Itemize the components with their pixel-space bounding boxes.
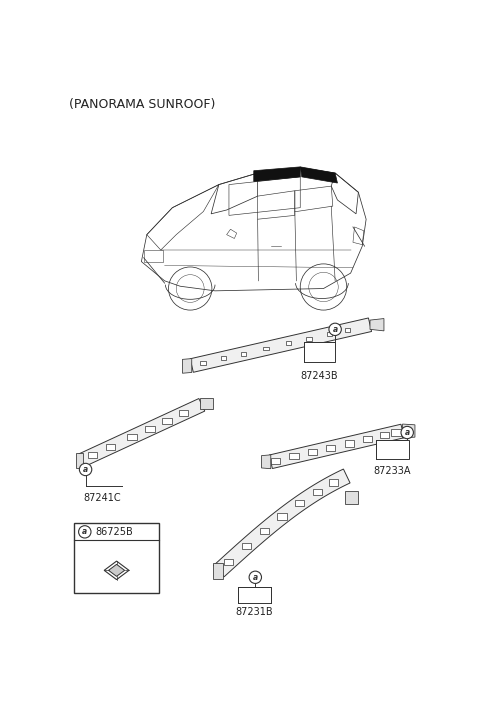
Bar: [144, 250, 163, 262]
Text: (PANORAMA SUNROOF): (PANORAMA SUNROOF): [69, 99, 216, 111]
Circle shape: [79, 526, 91, 538]
Polygon shape: [269, 425, 404, 469]
Polygon shape: [127, 434, 136, 440]
Polygon shape: [262, 455, 271, 469]
Polygon shape: [260, 528, 269, 534]
Polygon shape: [75, 453, 83, 468]
Polygon shape: [308, 449, 317, 455]
Circle shape: [401, 427, 413, 439]
Text: a: a: [405, 428, 410, 437]
Polygon shape: [380, 432, 389, 439]
Polygon shape: [329, 479, 338, 486]
Polygon shape: [200, 398, 213, 410]
Polygon shape: [162, 418, 171, 424]
Polygon shape: [326, 445, 336, 451]
Polygon shape: [277, 513, 287, 520]
Polygon shape: [370, 318, 384, 331]
Polygon shape: [88, 452, 97, 458]
Text: a: a: [333, 325, 338, 334]
Polygon shape: [313, 489, 322, 495]
Polygon shape: [200, 361, 206, 365]
Polygon shape: [403, 424, 415, 438]
Circle shape: [249, 571, 262, 584]
Bar: [304, 342, 335, 362]
Bar: [238, 586, 271, 603]
Bar: [74, 523, 159, 593]
Polygon shape: [108, 565, 125, 577]
Text: a: a: [83, 465, 88, 474]
Polygon shape: [241, 352, 246, 356]
Text: 86725B: 86725B: [96, 527, 133, 537]
Polygon shape: [79, 398, 205, 467]
Polygon shape: [289, 453, 299, 460]
Polygon shape: [345, 441, 354, 446]
Polygon shape: [391, 429, 400, 436]
Polygon shape: [182, 358, 192, 373]
Polygon shape: [345, 328, 350, 332]
Polygon shape: [363, 436, 372, 442]
Polygon shape: [264, 346, 269, 351]
Polygon shape: [306, 337, 312, 341]
Bar: [376, 440, 409, 460]
Polygon shape: [221, 356, 226, 360]
Text: 87243B: 87243B: [301, 371, 338, 381]
Polygon shape: [254, 167, 300, 182]
Polygon shape: [271, 458, 280, 464]
Text: 87233A: 87233A: [374, 465, 411, 476]
Polygon shape: [242, 543, 251, 549]
Polygon shape: [214, 469, 350, 577]
Circle shape: [329, 323, 341, 336]
Polygon shape: [106, 444, 115, 450]
Polygon shape: [327, 332, 332, 336]
Polygon shape: [300, 167, 337, 183]
Polygon shape: [145, 426, 155, 432]
Polygon shape: [345, 491, 358, 504]
Polygon shape: [295, 501, 304, 506]
Circle shape: [79, 463, 92, 476]
Polygon shape: [213, 563, 223, 579]
Polygon shape: [224, 559, 233, 565]
Text: a: a: [82, 527, 87, 536]
Polygon shape: [179, 410, 188, 416]
Polygon shape: [190, 318, 372, 372]
Text: a: a: [253, 573, 258, 582]
Text: 87231B: 87231B: [236, 607, 273, 617]
Text: 87241C: 87241C: [84, 493, 121, 503]
Polygon shape: [286, 341, 291, 345]
